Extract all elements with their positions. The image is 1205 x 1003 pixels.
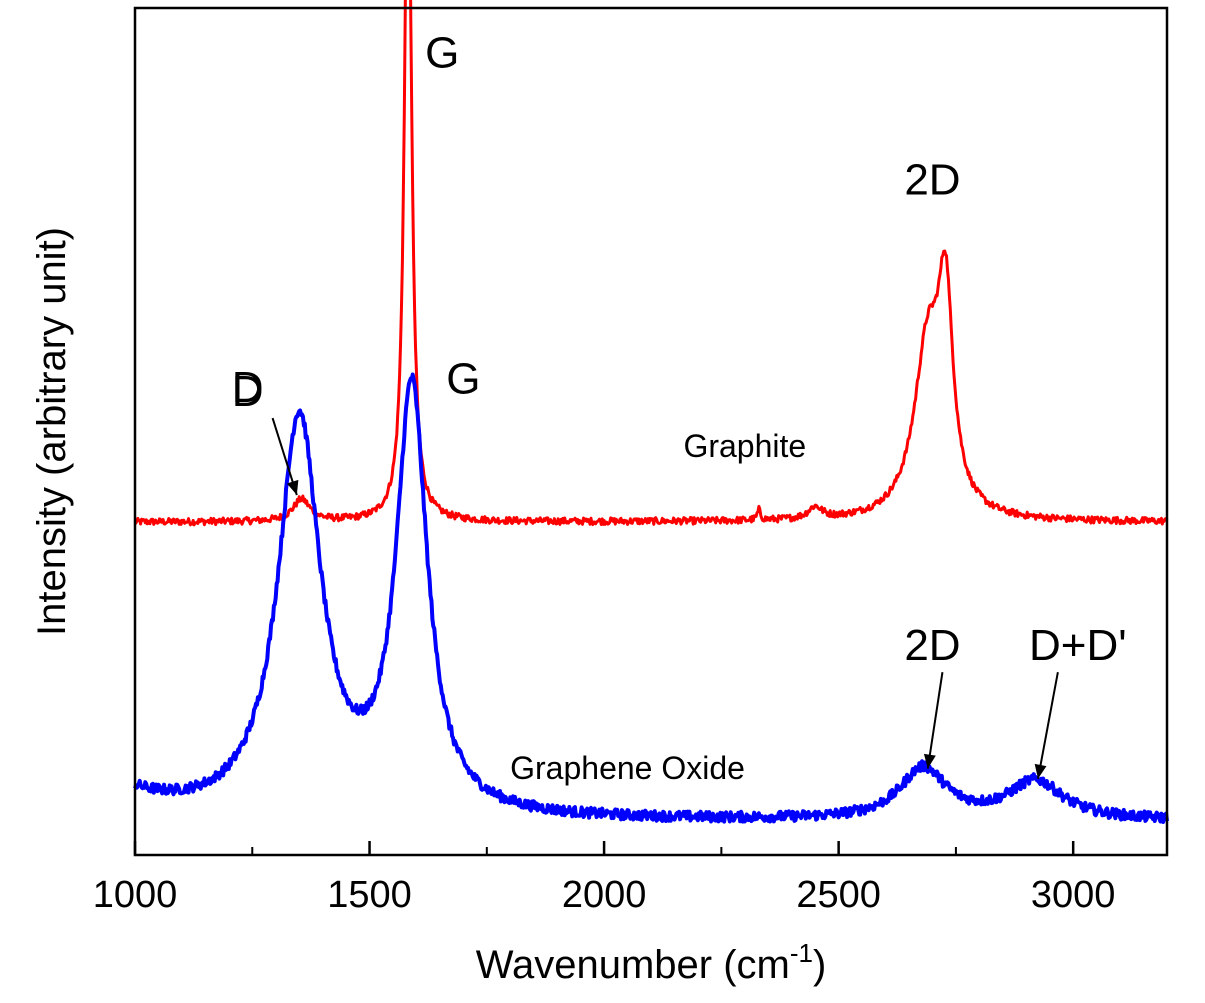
x-tick-label: 1000 [93,874,178,916]
series-name-label: Graphite [683,428,806,464]
peak-label: 2D [904,155,960,204]
series-name-label: Graphene Oxide [510,750,745,786]
peak-label: 2D [904,621,960,670]
series-line-graphite [133,0,1169,527]
peak-label: D [232,367,264,416]
y-axis-title: Intensity (arbitrary unit) [30,227,74,636]
annotations: G 2D D Graphite D G 2D D+D' Graphene Oxide [232,28,1127,785]
x-tick-label: 2000 [562,874,647,916]
x-tick-label: 3000 [1031,874,1116,916]
plot-frame [133,6,1169,857]
plot-area [133,0,1169,824]
peak-label: G [446,354,480,403]
peak-label: G [425,28,459,77]
x-tick-label: 1500 [327,874,412,916]
annotation-arrow-head [1034,763,1047,779]
peak-label: D [232,363,264,412]
x-tick-label: 2500 [796,874,881,916]
annotation-arrow-line [926,672,944,769]
x-axis-ticks: 1000 1500 2000 2500 3000 [93,841,1116,916]
annotation-arrow-head [923,753,936,769]
peak-label: D+D' [1029,621,1127,670]
series-line-graphene-oxide [133,372,1169,824]
annotation-arrow-head [286,479,299,496]
annotation-arrow-line [1037,672,1059,779]
x-axis-title: Wavenumber (cm-1) [476,938,827,987]
